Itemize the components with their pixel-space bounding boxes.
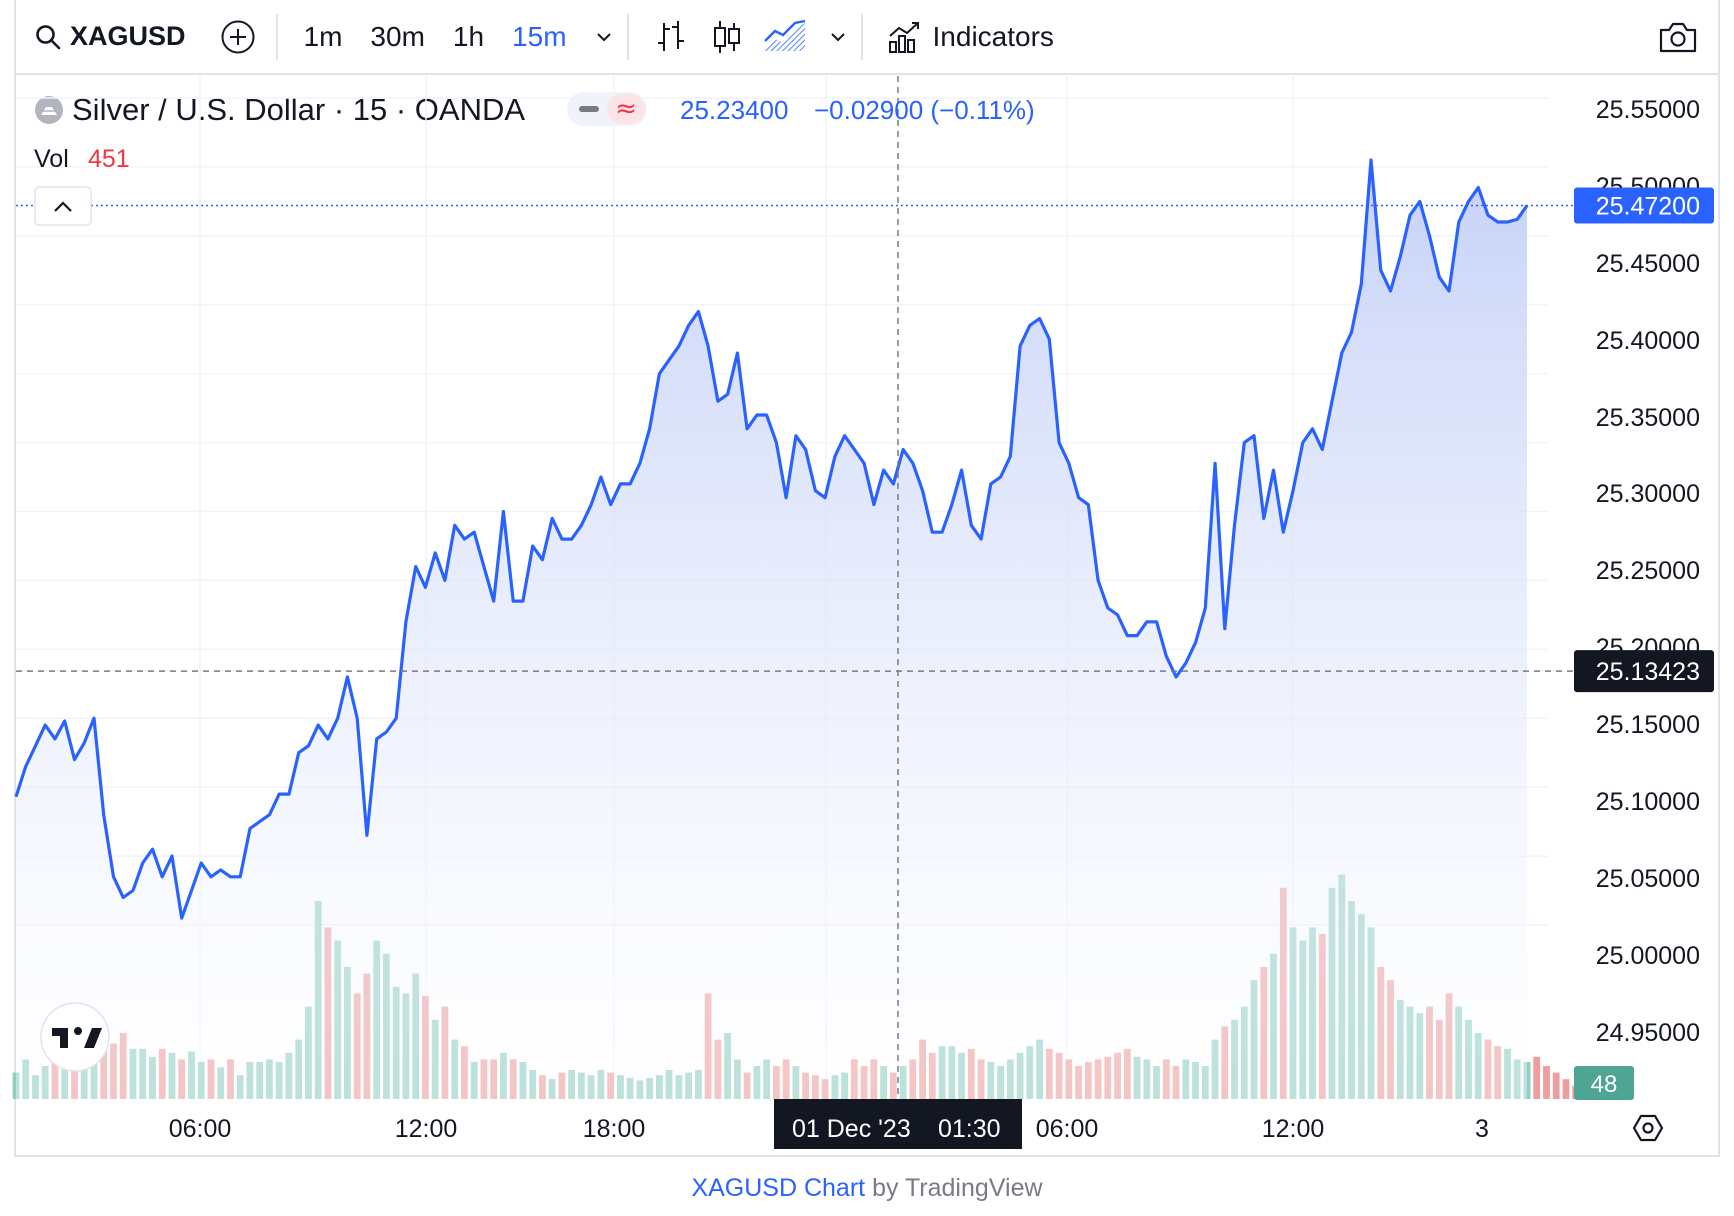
toolbar-separator bbox=[626, 13, 629, 60]
time-tick-label: 18:00 bbox=[583, 1115, 646, 1143]
volume-bar bbox=[1552, 1072, 1560, 1099]
toolbar-separator bbox=[275, 13, 278, 60]
timeframe-group: 1m 30m 1h 15m bbox=[278, 0, 627, 73]
symbol-search-button[interactable]: XAGUSD bbox=[16, 0, 200, 73]
area-chart-button[interactable] bbox=[755, 19, 815, 55]
price-tick-label: 25.40000 bbox=[1596, 327, 1700, 355]
volume-bar bbox=[1543, 1066, 1550, 1099]
price-tick-label: 25.00000 bbox=[1596, 942, 1700, 970]
price-line bbox=[14, 158, 1529, 920]
settings-icon bbox=[1632, 1114, 1664, 1142]
price-tick-label: 25.55000 bbox=[1596, 96, 1700, 124]
timeframe-30m[interactable]: 30m bbox=[370, 20, 425, 52]
price-tick-label: 24.95000 bbox=[1596, 1019, 1700, 1047]
snapshot-button[interactable] bbox=[1658, 0, 1718, 73]
area-chart-icon bbox=[763, 19, 805, 51]
compare-symbol-button[interactable] bbox=[200, 0, 276, 73]
crosshair-price-marker: 25.13423 bbox=[1574, 650, 1714, 693]
time-axis[interactable]: 06:00 12:00 18:00 06:00 12:00 3 bbox=[169, 1115, 1489, 1143]
toolbar-separator bbox=[860, 13, 863, 60]
chevron-up-icon bbox=[54, 201, 72, 212]
time-tick-label: 12:00 bbox=[395, 1115, 458, 1143]
bar-chart-button[interactable] bbox=[643, 19, 699, 55]
add-compare-icon bbox=[221, 20, 255, 53]
legend-badges: ≈ bbox=[567, 92, 647, 126]
vol-label: Vol bbox=[34, 145, 69, 173]
price-tick-label: 25.25000 bbox=[1596, 557, 1700, 585]
price-area-fill bbox=[16, 160, 1527, 1099]
candles-button[interactable] bbox=[699, 19, 755, 55]
tradingview-logo[interactable] bbox=[40, 1002, 110, 1072]
price-tick-label: 25.30000 bbox=[1596, 480, 1700, 508]
chart-type-group bbox=[629, 0, 861, 73]
price-tick-label: 25.10000 bbox=[1596, 788, 1700, 816]
tradingview-logo-icon bbox=[52, 1028, 68, 1048]
hide-series-icon bbox=[579, 106, 599, 112]
timeframe-1h[interactable]: 1h bbox=[452, 20, 485, 52]
legend-change: −0.02900 (−0.11%) bbox=[814, 95, 1035, 125]
top-toolbar: XAGUSD 1m 30m 1h 15m Indicators bbox=[16, 0, 1718, 75]
candles-icon bbox=[713, 20, 740, 53]
vol-value: 451 bbox=[88, 145, 130, 173]
timeframe-dropdown-button[interactable] bbox=[581, 31, 627, 43]
footer-by-tradingview[interactable]: by TradingView bbox=[872, 1174, 1043, 1202]
bar-chart-icon bbox=[657, 20, 684, 51]
crosshair-time-date: 01 Dec '23 bbox=[792, 1115, 911, 1143]
camera-icon bbox=[1659, 22, 1697, 52]
chevron-down-icon bbox=[596, 32, 611, 41]
price-axis[interactable]: 25.55000 25.50000 25.45000 25.40000 25.3… bbox=[1596, 96, 1700, 1047]
symbol-label: XAGUSD bbox=[70, 21, 186, 51]
volume-bar bbox=[1533, 1056, 1541, 1099]
crosshair-time-marker: 01 Dec '23 01:30 bbox=[774, 1099, 1022, 1149]
price-tick-label: 25.35000 bbox=[1596, 404, 1700, 432]
indicators-label: Indicators bbox=[932, 20, 1054, 52]
footer-chart-link[interactable]: XAGUSD Chart bbox=[691, 1174, 866, 1202]
last-price-label: 25.47200 bbox=[1596, 193, 1700, 221]
collapse-legend-button[interactable] bbox=[34, 186, 92, 226]
chart-canvas[interactable]: ≈ 25.23400 −0.02900 (−0.11%) Vol 451 25.… bbox=[0, 0, 1734, 1160]
timeframe-1m[interactable]: 1m bbox=[303, 20, 343, 52]
price-tick-label: 25.05000 bbox=[1596, 865, 1700, 893]
chart-type-dropdown-button[interactable] bbox=[815, 31, 861, 43]
time-tick-label: 06:00 bbox=[1036, 1115, 1099, 1143]
indicators-button[interactable]: Indicators bbox=[863, 0, 1054, 73]
compare-pill[interactable] bbox=[607, 94, 645, 124]
silver-symbol-icon bbox=[35, 96, 63, 124]
crosshair-price-label: 25.13423 bbox=[1596, 658, 1700, 686]
chevron-down-icon bbox=[830, 32, 845, 41]
footer-attribution: XAGUSD Chart by TradingView bbox=[0, 1174, 1734, 1203]
legend-price: 25.23400 bbox=[680, 95, 788, 125]
axis-settings-button[interactable] bbox=[1632, 1114, 1664, 1142]
chart-widget-frame bbox=[14, 0, 1720, 1157]
timeframe-15m[interactable]: 15m bbox=[512, 20, 567, 52]
approx-icon: ≈ bbox=[615, 94, 637, 124]
last-price-marker: 25.47200 bbox=[1574, 187, 1714, 224]
time-tick-label: 12:00 bbox=[1262, 1115, 1325, 1143]
crosshair-time-time: 01:30 bbox=[938, 1115, 1001, 1143]
search-icon bbox=[36, 24, 61, 49]
price-tick-label: 25.15000 bbox=[1596, 711, 1700, 739]
indicators-icon bbox=[888, 21, 919, 53]
volume-marker: 48 bbox=[1574, 1066, 1634, 1100]
volume-bar bbox=[1562, 1079, 1570, 1099]
volume-axis-label: 48 bbox=[1591, 1071, 1618, 1098]
time-tick-label: 06:00 bbox=[169, 1115, 232, 1143]
price-tick-label: 25.45000 bbox=[1596, 250, 1700, 278]
time-tick-label: 3 bbox=[1475, 1115, 1489, 1143]
